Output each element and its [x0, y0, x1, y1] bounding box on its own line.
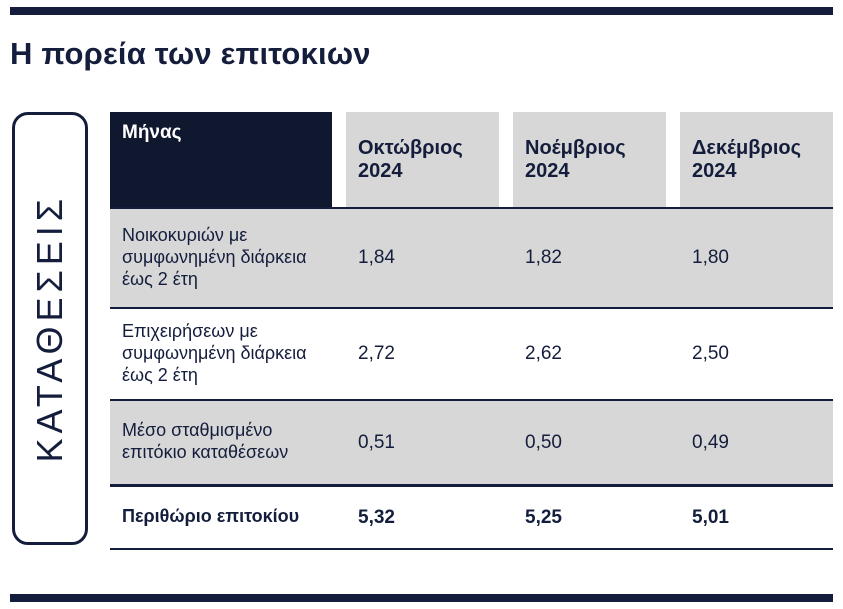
table-row-weighted-average: Μέσο σταθμισμένο επιτόκιο καταθέσεων 0,5…	[110, 398, 833, 484]
bottom-rule-bar	[10, 594, 833, 602]
row-value-october: 0,51	[358, 431, 395, 453]
table-row-margin-total: Περιθώριο επιτοκίου 5,32 5,25 5,01	[110, 483, 833, 548]
table-header-row: Μήνας Οκτώβριος 2024 Νοέμβριος 2024 Δεκέ…	[110, 112, 833, 207]
row-value-october: 2,72	[358, 343, 395, 365]
row-label: Επιχειρήσεων με συμφωνημένη διάρκεια έως…	[122, 321, 307, 385]
row-value-november: 2,62	[525, 343, 562, 365]
row-label: Περιθώριο επιτοκίου	[122, 506, 300, 527]
table-row-households: Νοικοκυριών με συμφωνημένη διάρκεια έως …	[110, 207, 833, 307]
table-header-december: Δεκέμβριος 2024	[680, 112, 833, 207]
row-value-november: 0,50	[525, 431, 562, 453]
table-header-month-label: Μήνας	[122, 122, 182, 143]
table-row-businesses: Επιχειρήσεων με συμφωνημένη διάρκεια έως…	[110, 307, 833, 399]
table-header-december-label: Δεκέμβριος 2024	[692, 136, 802, 182]
row-value-november: 1,82	[525, 247, 562, 269]
table-header-month: Μήνας	[110, 112, 332, 207]
table-header-november: Νοέμβριος 2024	[513, 112, 666, 207]
row-label: Μέσο σταθμισμένο επιτόκιο καταθέσεων	[122, 420, 289, 463]
table-header-november-label: Νοέμβριος 2024	[525, 136, 626, 182]
row-value-december: 5,01	[692, 506, 729, 528]
row-value-december: 1,80	[692, 247, 729, 269]
table-header-october: Οκτώβριος 2024	[346, 112, 499, 207]
row-value-november: 5,25	[525, 506, 562, 528]
row-value-october: 5,32	[358, 506, 395, 528]
top-rule-bar	[10, 7, 833, 15]
category-side-label: ΚΑΤΑΘΕΣΕΙΣ	[29, 194, 70, 463]
row-value-october: 1,84	[358, 247, 395, 269]
rates-table: Μήνας Οκτώβριος 2024 Νοέμβριος 2024 Δεκέ…	[110, 112, 833, 550]
row-label: Νοικοκυριών με συμφωνημένη διάρκεια έως …	[122, 225, 307, 289]
category-side-box: ΚΑΤΑΘΕΣΕΙΣ	[12, 112, 88, 545]
page-title: Η πορεία των επιτοκιων	[10, 36, 371, 71]
row-value-december: 0,49	[692, 431, 729, 453]
row-value-december: 2,50	[692, 343, 729, 365]
table-header-october-label: Οκτώβριος 2024	[358, 136, 463, 182]
